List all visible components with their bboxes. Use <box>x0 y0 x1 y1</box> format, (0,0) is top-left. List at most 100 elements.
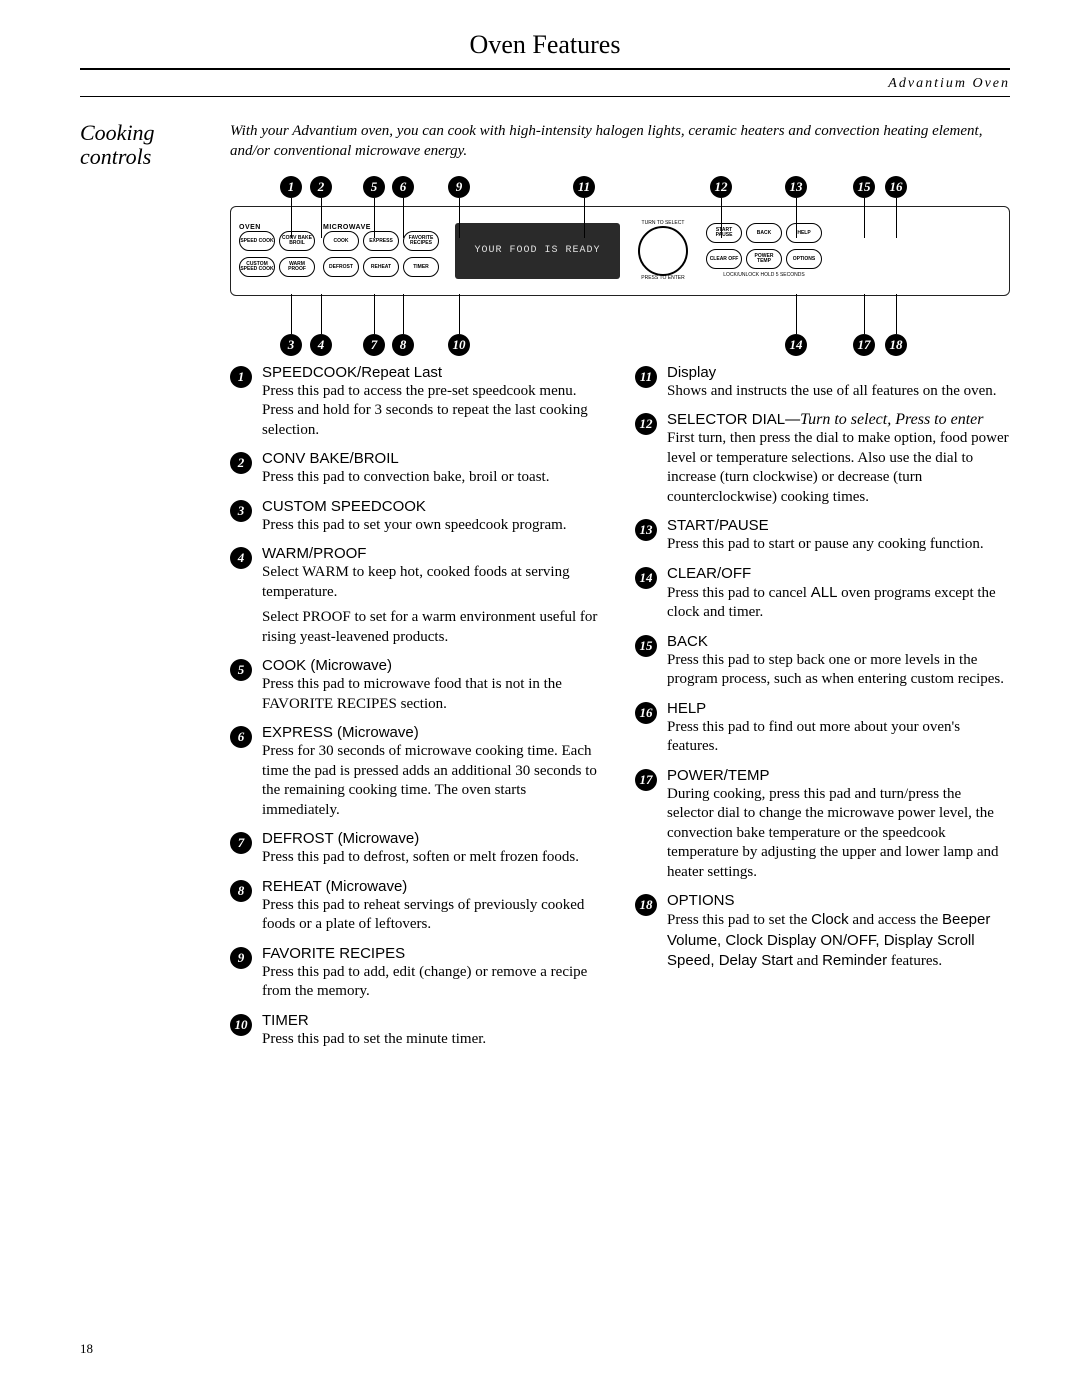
feature-item: 6EXPRESS (Microwave)Press for 30 seconds… <box>230 724 605 820</box>
feature-description: During cooking, press this pad and turn/… <box>667 785 1010 883</box>
panel-button: WARM PROOF <box>279 257 315 277</box>
callout-bullet: 4 <box>310 334 332 356</box>
panel-button: SPEED COOK <box>239 231 275 251</box>
callout-bullet: 10 <box>230 1014 252 1036</box>
feature-item: 5COOK (Microwave)Press this pad to micro… <box>230 657 605 714</box>
features-left-column: 1SPEEDCOOK/Repeat LastPress this pad to … <box>230 364 605 1060</box>
callout-bullet: 14 <box>785 334 807 356</box>
feature-item: 9FAVORITE RECIPESPress this pad to add, … <box>230 945 605 1002</box>
lock-label: LOCK/UNLOCK HOLD 5 SECONDS <box>723 273 804 278</box>
panel-button: DEFROST <box>323 257 359 277</box>
panel-button: CLEAR OFF <box>706 249 742 269</box>
callout-bullet: 3 <box>230 500 252 522</box>
callout-bullet: 12 <box>635 413 657 435</box>
dial-top-label: TURN TO SELECT <box>642 221 685 226</box>
callout-bullet: 7 <box>230 832 252 854</box>
callout-bullet: 8 <box>392 334 414 356</box>
feature-item: 13START/PAUSEPress this pad to start or … <box>635 517 1010 555</box>
feature-description: Press this pad to add, edit (change) or … <box>262 963 605 1002</box>
right-button-group: START PAUSECLEAR OFFBACKPOWER TEMPHELPOP… <box>706 223 822 278</box>
callout-bullet: 9 <box>448 176 470 198</box>
feature-title: WARM/PROOF <box>262 545 366 562</box>
feature-description: Press this pad to step back one or more … <box>667 651 1010 690</box>
control-panel-diagram: 125691112131516 OVEN SPEED COOKCUSTOM SP… <box>230 176 1010 356</box>
feature-description: Press this pad to defrost, soften or mel… <box>262 848 605 868</box>
feature-description: Press this pad to set the minute timer. <box>262 1030 605 1050</box>
callout-bullet: 2 <box>310 176 332 198</box>
feature-description: Press this pad to find out more about yo… <box>667 718 1010 757</box>
feature-title: COOK (Microwave) <box>262 657 392 674</box>
oven-button-grid: SPEED COOKCUSTOM SPEED COOKCONV BAKE BRO… <box>239 231 315 277</box>
callout-bullet: 17 <box>635 769 657 791</box>
callout-bullet: 16 <box>885 176 907 198</box>
feature-item: 15BACKPress this pad to step back one or… <box>635 633 1010 690</box>
callout-bullet: 11 <box>573 176 595 198</box>
intro-text: With your Advantium oven, you can cook w… <box>230 121 1010 162</box>
page-number: 18 <box>80 1341 93 1357</box>
panel-button: BACK <box>746 223 782 243</box>
callout-bullet: 5 <box>230 659 252 681</box>
panel-button: POWER TEMP <box>746 249 782 269</box>
feature-item: 17 POWER/TEMPDuring cooking, press this p… <box>635 767 1010 883</box>
feature-item: 1SPEEDCOOK/Repeat LastPress this pad to … <box>230 364 605 441</box>
callout-bullet: 9 <box>230 947 252 969</box>
feature-title: BACK <box>667 633 708 650</box>
dial-bottom-label: PRESS TO ENTER <box>641 276 684 281</box>
callout-bullet: 14 <box>635 567 657 589</box>
callout-bullet: 1 <box>230 366 252 388</box>
feature-item: 12SELECTOR DIAL—Turn to select, Press to… <box>635 411 1010 507</box>
callout-bullet: 6 <box>230 726 252 748</box>
dial-group: TURN TO SELECT PRESS TO ENTER <box>628 221 698 281</box>
right-button-grid: START PAUSECLEAR OFFBACKPOWER TEMPHELPOP… <box>706 223 822 269</box>
callout-bullet: 12 <box>710 176 732 198</box>
feature-description: Press this pad to reheat servings of pre… <box>262 896 605 935</box>
feature-item: 14CLEAR/OFFPress this pad to cancel ALL … <box>635 565 1010 623</box>
callout-bullet: 1 <box>280 176 302 198</box>
callout-bullet: 18 <box>635 894 657 916</box>
feature-description: Press this pad to start or pause any coo… <box>667 535 1010 555</box>
panel-button: COOK <box>323 231 359 251</box>
feature-item: 10TIMERPress this pad to set the minute … <box>230 1012 605 1050</box>
callout-bullet: 18 <box>885 334 907 356</box>
right-column: With your Advantium oven, you can cook w… <box>230 121 1010 1059</box>
oven-display: YOUR FOOD IS READY <box>455 223 620 279</box>
feature-item: 16HELPPress this pad to find out more ab… <box>635 700 1010 757</box>
callout-bullet: 10 <box>448 334 470 356</box>
panel-button: FAVORITE RECIPES <box>403 231 439 251</box>
feature-title: OPTIONS <box>667 892 735 909</box>
panel-button: REHEAT <box>363 257 399 277</box>
panel-button: EXPRESS <box>363 231 399 251</box>
selector-dial <box>638 226 688 276</box>
feature-title: Display <box>667 364 716 381</box>
callout-bullet: 2 <box>230 452 252 474</box>
callout-bullet: 3 <box>280 334 302 356</box>
callout-bullet: 7 <box>363 334 385 356</box>
subtitle: Advantium Oven <box>80 76 1010 92</box>
panel-button: HELP <box>786 223 822 243</box>
section-heading: Cooking controls <box>80 121 200 169</box>
features-right-column: 11DisplayShows and instructs the use of … <box>635 364 1010 1060</box>
callout-bullet: 13 <box>635 519 657 541</box>
microwave-group: MICROWAVE COOK DEFROSTEXPRESS REHEATFAVORI… <box>323 224 439 277</box>
feature-title: EXPRESS (Microwave) <box>262 724 419 741</box>
callout-bullet: 6 <box>392 176 414 198</box>
callout-bullet: 17 <box>853 334 875 356</box>
feature-description: Select WARM to keep hot, cooked foods at… <box>262 563 605 602</box>
callout-bullet: 8 <box>230 880 252 902</box>
callout-bullet: 16 <box>635 702 657 724</box>
oven-group: OVEN SPEED COOKCUSTOM SPEED COOKCONV BAK… <box>239 224 315 277</box>
feature-item: 2CONV BAKE/BROILPress this pad to convec… <box>230 450 605 488</box>
microwave-button-grid: COOK DEFROSTEXPRESS REHEATFAVORITE RECIPES… <box>323 231 439 277</box>
feature-title: CLEAR/OFF <box>667 565 751 582</box>
page-title: Oven Features <box>80 30 1010 60</box>
microwave-label: MICROWAVE <box>323 224 439 231</box>
feature-title: POWER/TEMP <box>667 767 770 784</box>
feature-title: REHEAT (Microwave) <box>262 878 407 895</box>
callout-bullet: 5 <box>363 176 385 198</box>
features-columns: 1SPEEDCOOK/Repeat LastPress this pad to … <box>230 364 1010 1060</box>
oven-label: OVEN <box>239 224 315 231</box>
callout-bullet: 13 <box>785 176 807 198</box>
callout-bullet: 11 <box>635 366 657 388</box>
feature-item: 8 REHEAT (Microwave)Press this pad to reh… <box>230 878 605 935</box>
panel-button: CUSTOM SPEED COOK <box>239 257 275 277</box>
